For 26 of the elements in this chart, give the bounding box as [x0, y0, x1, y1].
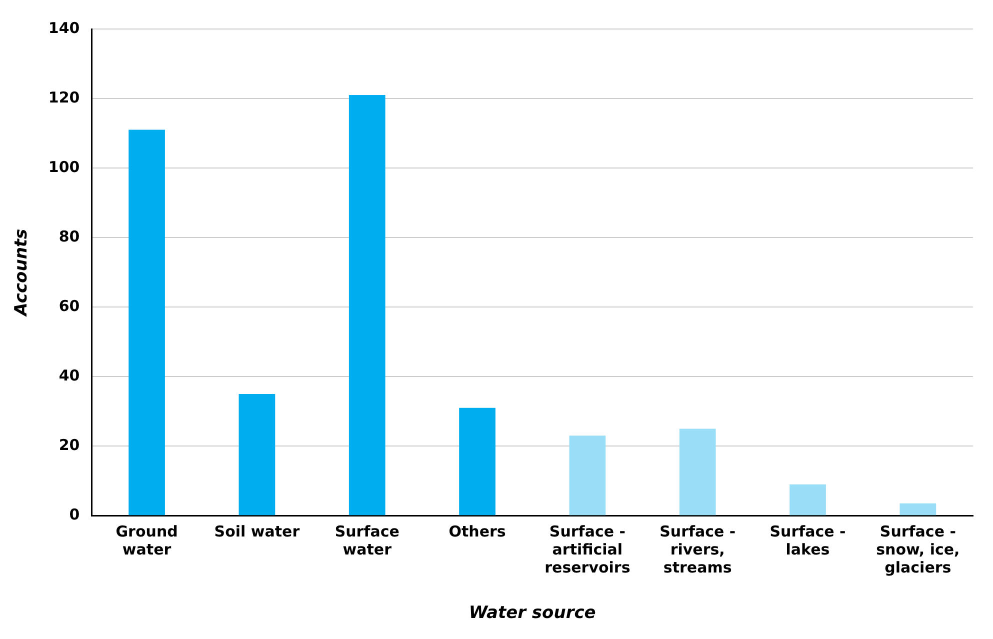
- y-tick-label: 60: [58, 296, 80, 315]
- y-axis-title: Accounts: [12, 228, 32, 318]
- bar: [128, 130, 165, 516]
- y-tick-label: 120: [48, 88, 80, 106]
- bar: [238, 394, 276, 516]
- x-tick-label: Ground water: [116, 522, 178, 558]
- y-tick-label: 100: [48, 158, 80, 176]
- bar: [679, 428, 716, 516]
- x-tick-label: Soil water: [214, 522, 300, 540]
- x-tick-label: Surface water: [334, 522, 400, 558]
- y-tick-label: 80: [58, 227, 80, 246]
- bar: [900, 503, 936, 516]
- y-tick-label: 20: [58, 436, 80, 454]
- y-tick-label: 140: [48, 18, 80, 37]
- bar: [459, 408, 496, 516]
- bar: [348, 95, 386, 516]
- x-tick-label: Others: [448, 522, 506, 540]
- x-tick-label: Surface - rivers, streams: [660, 522, 736, 576]
- x-tick-label: Surface - snow, ice, glaciers: [876, 522, 960, 576]
- bar: [790, 484, 826, 516]
- x-axis-title: Water source: [468, 603, 596, 624]
- y-tick-label: 40: [58, 366, 80, 384]
- x-tick-label: Surface - artificial reservoirs: [544, 522, 630, 576]
- bar: [569, 436, 606, 516]
- y-tick-label: 0: [69, 505, 80, 524]
- x-tick-label: Surface - lakes: [770, 522, 846, 558]
